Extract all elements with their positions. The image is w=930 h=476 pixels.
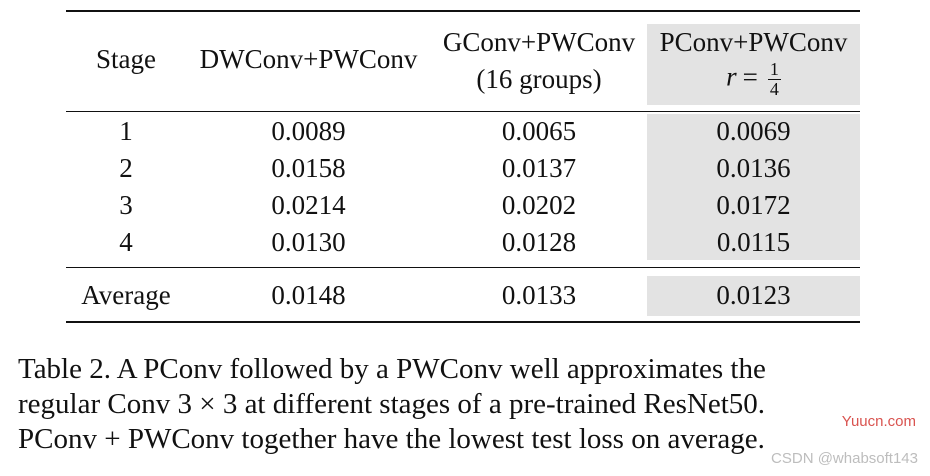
ratio-variable: r (726, 61, 737, 92)
average-gconv: 0.0133 (501, 280, 577, 310)
row-pconv: 0.0115 (716, 227, 791, 257)
row-pconv: 0.0136 (716, 153, 791, 183)
ratio-denominator: 4 (769, 78, 779, 99)
table-caption: Table 2. A PConv followed by a PWConv we… (18, 352, 918, 457)
pconv-body-highlight (647, 114, 860, 260)
average-rule (66, 267, 860, 268)
header-gconv-groups: (16 groups) (476, 64, 602, 94)
row-pconv: 0.0069 (716, 116, 791, 146)
row-pconv: 0.0172 (716, 190, 791, 220)
average-pconv: 0.0123 (716, 280, 791, 310)
row-gconv: 0.0202 (501, 190, 577, 220)
ratio-numerator: 1 (767, 59, 781, 80)
header-pconv-ratio: r = 1 4 (647, 60, 860, 99)
header-stage: Stage (96, 44, 156, 74)
bottom-rule (66, 321, 860, 323)
caption-line: PConv + PWConv together have the lowest … (18, 423, 765, 455)
row-gconv: 0.0065 (501, 116, 577, 146)
pconv-average-highlight (647, 276, 860, 316)
row-stage: 3 (119, 190, 133, 220)
row-stage: 4 (119, 227, 133, 257)
header-rule (66, 111, 860, 112)
site-watermark: Yuucn.com (841, 413, 916, 430)
header-dwconv: DWConv+PWConv (199, 44, 418, 74)
average-dwconv: 0.0148 (271, 280, 346, 310)
ratio-equals: = (742, 61, 758, 92)
row-stage: 2 (119, 153, 133, 183)
row-stage: 1 (119, 116, 133, 146)
average-label: Average (81, 280, 171, 310)
header-pconv: PConv+PWConv (659, 27, 848, 57)
caption-line: Table 2. A PConv followed by a PWConv we… (18, 353, 766, 385)
row-dwconv: 0.0158 (271, 153, 346, 183)
row-gconv: 0.0137 (501, 153, 577, 183)
caption-line: regular Conv 3 × 3 at different stages o… (18, 388, 766, 420)
row-gconv: 0.0128 (501, 227, 577, 257)
row-dwconv: 0.0130 (271, 227, 346, 257)
header-gconv: GConv+PWConv (442, 27, 636, 57)
csdn-watermark: CSDN @whabsoft143 (771, 450, 918, 467)
row-dwconv: 0.0089 (271, 116, 346, 146)
row-dwconv: 0.0214 (271, 190, 346, 220)
top-rule (66, 10, 860, 12)
pconv-header-highlight (647, 24, 860, 105)
